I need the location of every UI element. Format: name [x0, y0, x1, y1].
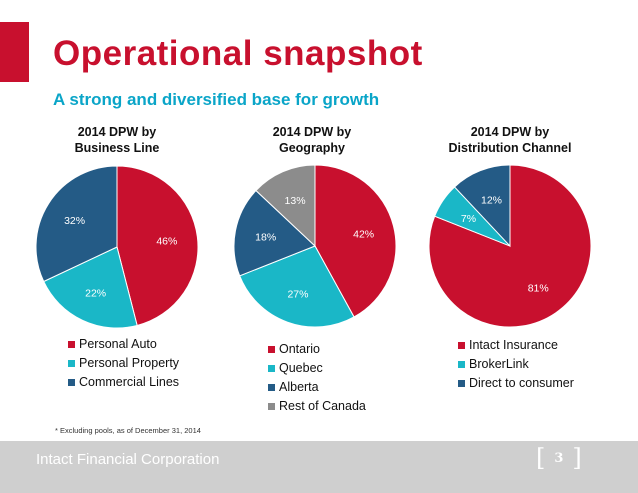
- pie-chart-distribution-channel: 81% 7% 12%: [428, 164, 592, 328]
- legend-swatch: [268, 384, 275, 391]
- legend-item: Ontario: [268, 340, 366, 359]
- legend-swatch: [458, 380, 465, 387]
- legend-item: Alberta: [268, 378, 366, 397]
- legend-swatch: [268, 365, 275, 372]
- legend-swatch: [268, 403, 275, 410]
- legend-item: Quebec: [268, 359, 366, 378]
- chart-title-line1: 2014 DPW by: [470, 125, 550, 139]
- legend-label: Intact Insurance: [469, 338, 558, 352]
- legend-label: Personal Auto: [79, 337, 157, 351]
- legend-swatch: [458, 342, 465, 349]
- pie-slice-personal-property: [43, 246, 138, 329]
- page-number-value: 3: [554, 451, 564, 466]
- legend-swatch: [68, 379, 75, 386]
- legend-item: Personal Auto: [68, 335, 179, 354]
- data-label: 81%: [528, 283, 549, 295]
- data-label: 12%: [481, 194, 502, 206]
- legend-label: Rest of Canada: [279, 399, 366, 413]
- chart-title-distribution-channel: 2014 DPW by Distribution Channel: [430, 124, 590, 156]
- legend-label: Direct to consumer: [469, 376, 574, 390]
- page-number: [3]: [536, 444, 582, 472]
- legend-label: Commercial Lines: [79, 375, 180, 389]
- footer-bar: [0, 441, 638, 493]
- pie-slice-quebec: [239, 245, 355, 328]
- legend-distribution-channel: Intact Insurance BrokerLink Direct to co…: [458, 336, 574, 393]
- pie-slice-personal-auto: [116, 165, 199, 327]
- pie-slice-direct-to-consumer: [453, 164, 511, 248]
- data-label: 46%: [156, 236, 177, 248]
- legend-label: Quebec: [279, 361, 323, 375]
- page-bracket-close: ]: [572, 444, 582, 472]
- pie-slice-ontario: [314, 164, 397, 318]
- data-label: 32%: [64, 215, 85, 227]
- footnote: * Excluding pools, as of December 31, 20…: [55, 426, 201, 435]
- legend-label: BrokerLink: [469, 357, 529, 371]
- legend-item: Direct to consumer: [458, 374, 574, 393]
- legend-swatch: [68, 341, 75, 348]
- legend-item: Personal Property: [68, 354, 179, 373]
- data-label: 42%: [353, 229, 374, 241]
- chart-title-line2: Geography: [279, 141, 345, 155]
- page-bracket-open: [: [536, 444, 546, 472]
- chart-title-line1: 2014 DPW by: [272, 125, 352, 139]
- legend-item: BrokerLink: [458, 355, 574, 374]
- chart-title-geography: 2014 DPW by Geography: [232, 124, 392, 156]
- chart-title-line1: 2014 DPW by: [77, 125, 157, 139]
- chart-title-line2: Business Line: [74, 141, 160, 155]
- data-label: 22%: [85, 287, 106, 299]
- page-subtitle: A strong and diversified base for growth: [53, 90, 380, 109]
- legend-item: Commercial Lines: [68, 373, 179, 392]
- legend-business-line: Personal Auto Personal Property Commerci…: [68, 335, 179, 392]
- page-title: Operational snapshot: [53, 34, 423, 73]
- legend-swatch: [68, 360, 75, 367]
- legend-swatch: [458, 361, 465, 368]
- chart-title-line2: Distribution Channel: [448, 141, 572, 155]
- data-label: 7%: [461, 213, 476, 225]
- legend-label: Personal Property: [79, 356, 180, 370]
- legend-geography: Ontario Quebec Alberta Rest of Canada: [268, 340, 366, 416]
- legend-item: Intact Insurance: [458, 336, 574, 355]
- pie-slice-alberta: [233, 189, 316, 277]
- legend-swatch: [268, 346, 275, 353]
- legend-label: Ontario: [279, 342, 320, 356]
- data-label: 18%: [255, 232, 276, 244]
- title-accent-bar: [0, 22, 29, 82]
- pie-slice-rest-of-canada: [255, 164, 316, 248]
- legend-label: Alberta: [279, 380, 319, 394]
- data-label: 27%: [287, 288, 308, 300]
- chart-title-business-line: 2014 DPW by Business Line: [37, 124, 197, 156]
- pie-chart-geography: 42% 27% 18% 13%: [233, 164, 397, 328]
- data-label: 13%: [285, 195, 306, 207]
- pie-slice-commercial-lines: [35, 165, 118, 283]
- legend-item: Rest of Canada: [268, 397, 366, 416]
- pie-chart-business-line: 46% 22% 32%: [35, 165, 199, 329]
- footer-company-name: Intact Financial Corporation: [36, 451, 220, 468]
